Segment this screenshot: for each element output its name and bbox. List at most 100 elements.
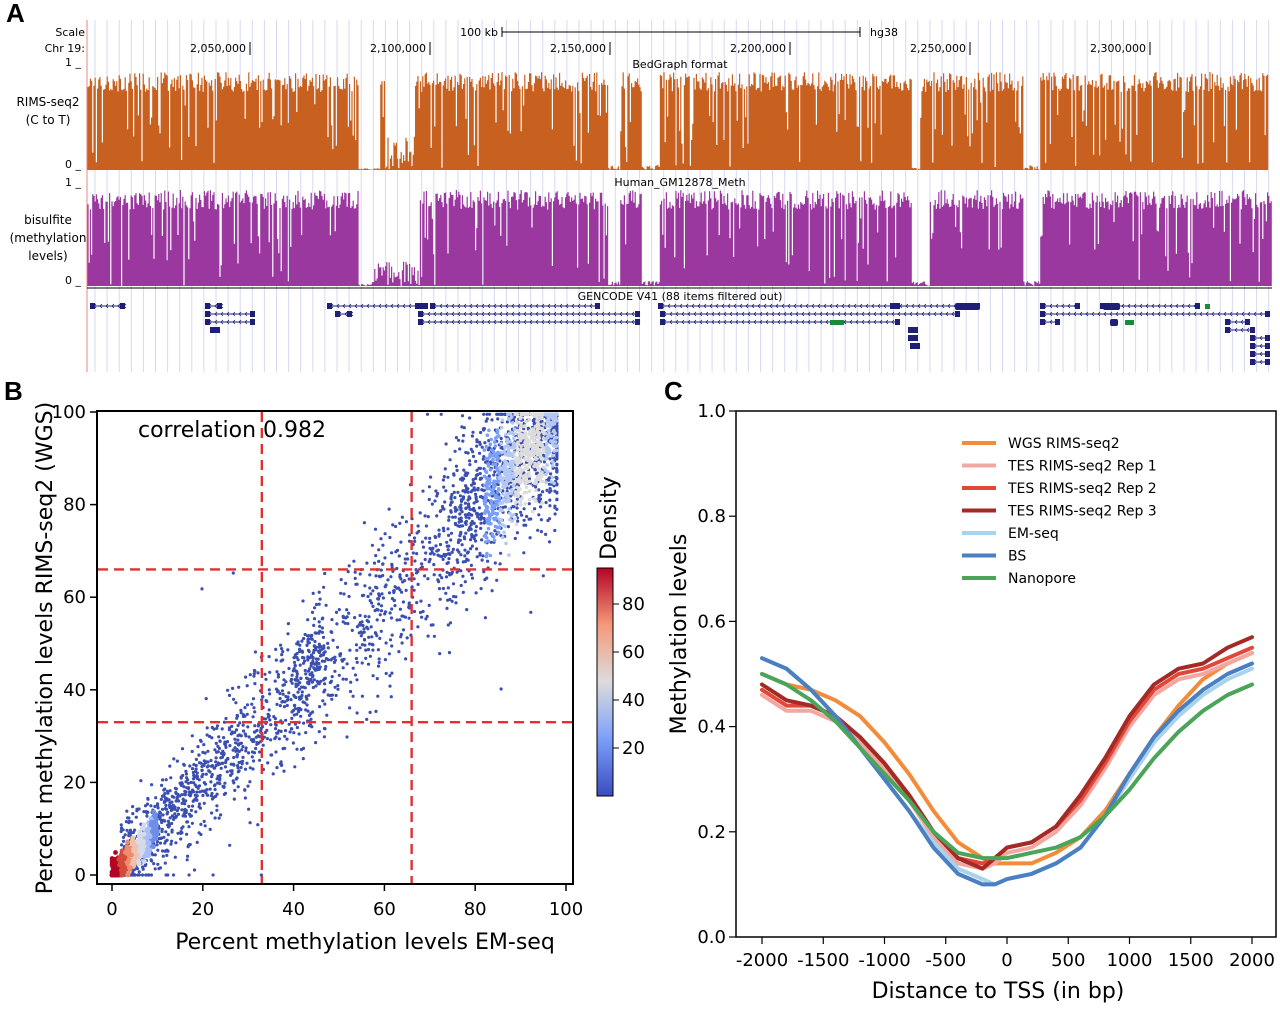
gene-exon <box>205 319 210 325</box>
scatter-point <box>488 468 493 472</box>
scatter-point <box>213 816 217 820</box>
scatter-point <box>507 506 512 511</box>
gene-strand-mark <box>1259 335 1263 341</box>
scatter-point <box>185 786 189 790</box>
scatter-point <box>164 778 168 782</box>
gene-exon <box>1100 303 1105 309</box>
scatter-point <box>172 757 176 761</box>
gene-strand-mark <box>559 303 563 309</box>
scatter-point <box>233 788 237 793</box>
scatter-point <box>208 827 212 832</box>
scatter-point <box>500 508 505 513</box>
gene-strand-mark <box>517 303 521 309</box>
gene-strand-mark <box>541 319 545 325</box>
scatter-point <box>455 570 459 574</box>
scatter-point <box>186 845 190 849</box>
scatter-point <box>545 488 549 492</box>
scatter-point <box>469 521 473 525</box>
scatter-point <box>468 463 472 467</box>
scatter-point <box>341 614 345 618</box>
scatter-point <box>438 573 442 577</box>
scatter-point <box>269 738 273 742</box>
scatter-point <box>244 749 248 753</box>
gene-strand-mark <box>699 311 703 317</box>
scatter-point <box>549 480 554 484</box>
scatter-point <box>339 652 343 656</box>
scatter-point <box>295 712 299 716</box>
scatter-point <box>353 570 357 574</box>
scatter-point <box>496 456 501 461</box>
scatter-point <box>309 653 314 657</box>
scatter-point <box>202 801 206 805</box>
scatter-point <box>241 755 245 760</box>
scatter-point <box>176 806 180 810</box>
scatter-point <box>460 425 464 429</box>
scatter-point <box>493 511 497 516</box>
legend-label: EM-seq <box>1008 526 1059 542</box>
scatter-point <box>400 641 404 645</box>
scatter-point <box>250 750 255 754</box>
gene-strand-mark <box>935 303 939 309</box>
scatter-point <box>418 610 423 615</box>
scatter-point <box>398 607 402 611</box>
scatter-point <box>544 480 548 485</box>
scatter-point <box>547 450 552 455</box>
scatter-point <box>535 462 540 467</box>
gene-strand-mark <box>831 311 835 317</box>
gene-strand-mark <box>99 303 103 309</box>
gene-strand-mark <box>336 303 340 309</box>
scatter-point <box>125 858 131 864</box>
scatter-point <box>553 412 557 417</box>
scatter-point <box>468 416 472 420</box>
scatter-point <box>455 548 460 552</box>
scatter-point <box>424 617 428 621</box>
scatter-point <box>366 662 371 666</box>
gene-exon <box>1075 303 1080 309</box>
scatter-point <box>291 741 295 745</box>
scatter-point <box>272 715 276 719</box>
scatter-point <box>160 820 164 825</box>
scatter-point <box>167 803 171 808</box>
scatter-point <box>490 494 494 498</box>
scatter-point <box>360 694 364 698</box>
scatter-point <box>204 772 208 776</box>
gene-strand-mark <box>1259 351 1263 357</box>
scatter-point <box>387 591 392 595</box>
gene-strand-mark <box>855 311 859 317</box>
scatter-point <box>519 499 523 504</box>
scatter-point <box>393 604 397 608</box>
scatter-point <box>473 539 478 543</box>
track2-label-line2: (methylation <box>10 231 87 245</box>
scatter-point <box>496 530 501 535</box>
scatter-point <box>527 502 531 506</box>
scatter-point <box>425 614 429 619</box>
scatter-point <box>266 712 270 716</box>
scatter-point <box>379 609 384 613</box>
scatter-point <box>430 502 434 506</box>
colorbar-label: Density <box>597 476 622 560</box>
scatter-point <box>539 518 544 522</box>
scatter-point <box>459 583 463 588</box>
gene-strand-mark <box>244 311 248 317</box>
scatter-point <box>464 522 468 526</box>
scatter-point <box>542 431 546 436</box>
scatter-point <box>468 459 472 463</box>
scatter-point <box>404 588 408 593</box>
x-tick-label: -500 <box>925 950 966 971</box>
gene-strand-mark <box>1133 303 1137 309</box>
scatter-point <box>545 453 549 458</box>
scatter-point <box>190 767 195 771</box>
x-tick-label: 500 <box>1051 950 1085 971</box>
scatter-point <box>184 790 188 794</box>
scatter-point <box>317 662 321 666</box>
scatter-point <box>304 672 308 676</box>
gene-strand-mark <box>1205 311 1209 317</box>
scatter-point <box>289 679 293 683</box>
gene-strand-mark <box>729 311 733 317</box>
gene-strand-mark <box>613 319 617 325</box>
gene-strand-mark <box>427 311 431 317</box>
scatter-point <box>478 513 482 517</box>
scatter-point <box>390 633 394 637</box>
scatter-point <box>251 767 255 771</box>
track1-label-line1: RIMS-seq2 <box>16 95 79 109</box>
